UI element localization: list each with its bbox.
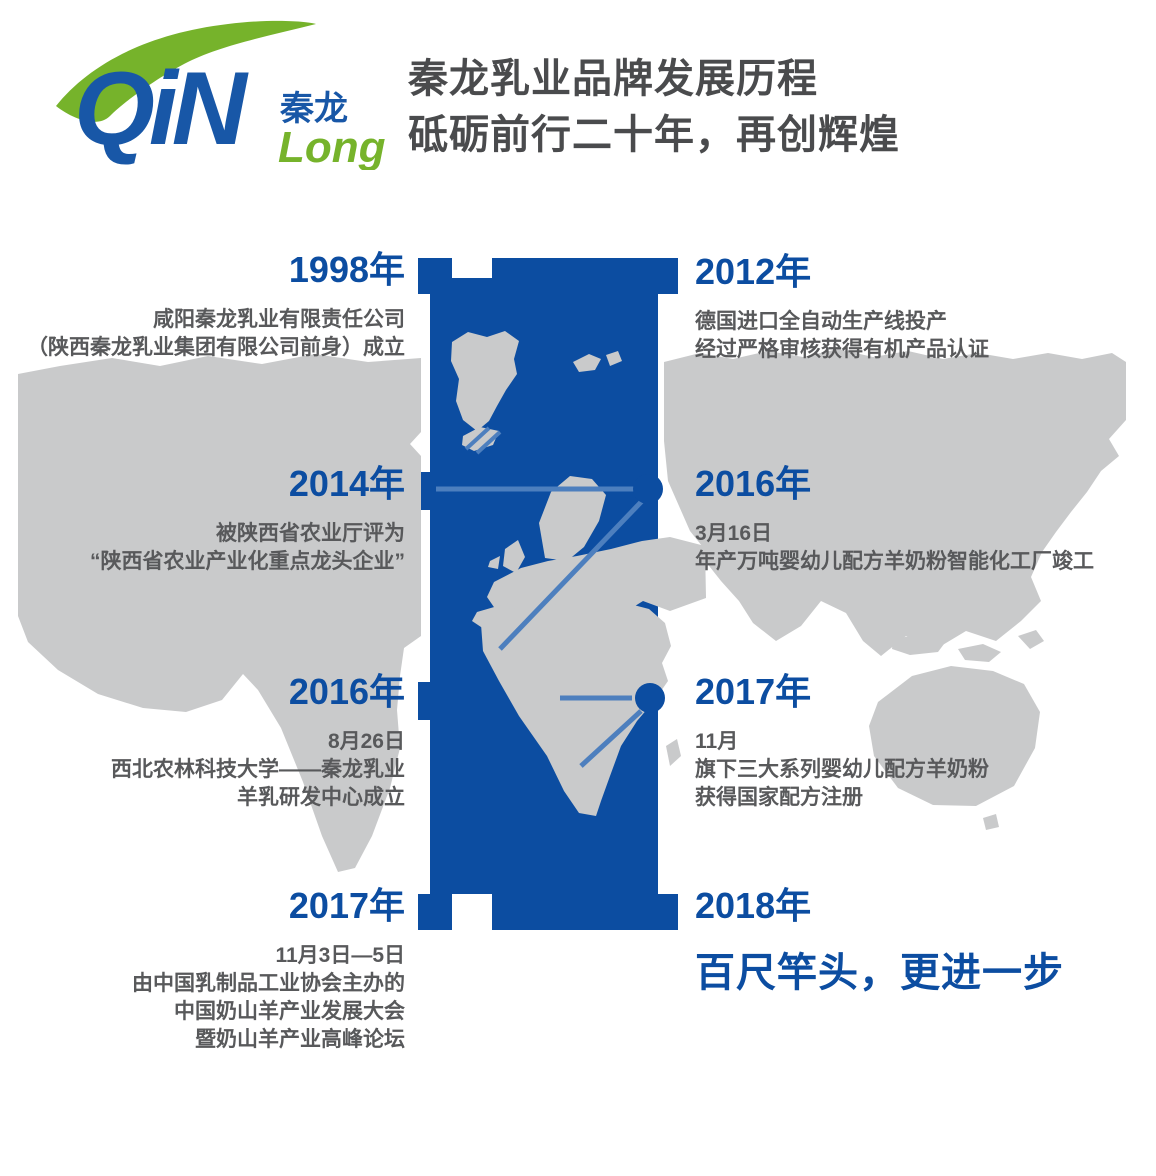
timeline-item-2017-right: 2017年 11月 旗下三大系列婴幼儿配方羊奶粉 获得国家配方注册 xyxy=(695,672,989,812)
desc-line: 羊乳研发中心成立 xyxy=(237,786,405,809)
timeline-desc: 被陕西省农业厅评为 “陕西省农业产业化重点龙头企业” xyxy=(90,520,405,576)
logo-cn-text: 秦龙 xyxy=(279,90,348,128)
desc-line: 西北农林科技大学——秦龙乳业 xyxy=(111,758,405,781)
decor-slash xyxy=(475,430,502,455)
timeline-desc: 3月16日 年产万吨婴幼儿配方羊奶粉智能化工厂竣工 xyxy=(695,520,1094,576)
desc-line: 咸阳秦龙乳业有限责任公司 xyxy=(153,308,405,331)
connector-line xyxy=(579,709,643,768)
japan-shape xyxy=(1034,529,1051,546)
timeline-item-2016-left: 2016年 8月26日 西北农林科技大学——秦龙乳业 羊乳研发中心成立 xyxy=(111,672,405,812)
timeline-year: 1998年 xyxy=(288,249,405,290)
ireland-shape xyxy=(488,556,500,569)
timeline-year: 2016年 xyxy=(288,671,405,712)
asia-shape xyxy=(664,349,1126,656)
map-node-icon xyxy=(633,474,663,504)
desc-line: 获得国家配方注册 xyxy=(695,786,863,809)
continents xyxy=(18,331,1126,872)
timeline-item-2012: 2012年 德国进口全自动生产线投产 经过严格审核获得有机产品认证 xyxy=(695,252,989,364)
greenland-shape xyxy=(451,331,519,431)
timeline-year: 2014年 xyxy=(288,463,405,504)
timeline-year: 2018年 xyxy=(695,885,812,926)
madagascar-shape xyxy=(666,739,681,766)
desc-line: 11月 xyxy=(695,730,739,753)
desc-line: 中国奶山羊产业发展大会 xyxy=(174,1000,405,1023)
desc-line: 暨奶山羊产业高峰论坛 xyxy=(195,1028,405,1051)
title-line-1: 秦龙乳业品牌发展历程 xyxy=(408,57,818,101)
timeline-desc: 咸阳秦龙乳业有限责任公司 （陕西秦龙乳业集团有限公司前身）成立 xyxy=(27,306,405,362)
timeline-item-2016-right: 2016年 3月16日 年产万吨婴幼儿配方羊奶粉智能化工厂竣工 xyxy=(695,464,1094,576)
timeline-desc: 11月 旗下三大系列婴幼儿配方羊奶粉 获得国家配方注册 xyxy=(695,728,989,812)
connector-line xyxy=(498,498,645,651)
seasia-shape xyxy=(958,644,1001,662)
connector-lines xyxy=(436,426,645,768)
timeline-item-2017-left: 2017年 11月3日—5日 由中国乳制品工业协会主办的 中国奶山羊产业发展大会… xyxy=(132,886,405,1054)
timeline-year: 2017年 xyxy=(695,671,812,712)
timeline-highlight-text: 百尺竿头，更进一步 xyxy=(695,951,1064,995)
desc-line: 旗下三大系列婴幼儿配方羊奶粉 xyxy=(695,758,989,781)
company-logo: QiN 秦龙 Long xyxy=(56,20,386,170)
timeline-item-2018: 2018年 百尺竿头，更进一步 xyxy=(695,886,1064,998)
decor-slash xyxy=(464,426,491,451)
timeline-item-1998: 1998年 咸阳秦龙乳业有限责任公司 （陕西秦龙乳业集团有限公司前身）成立 xyxy=(27,250,405,362)
logo-en-text: Long xyxy=(278,123,386,170)
americas-shape xyxy=(18,354,421,872)
japan-shape xyxy=(1047,465,1088,521)
svalbard-shape xyxy=(606,351,622,366)
africa-shape xyxy=(481,599,671,816)
seasia-shape xyxy=(1018,630,1044,649)
desc-line: 8月26日 xyxy=(327,730,405,753)
desc-line: （陕西秦龙乳业集团有限公司前身）成立 xyxy=(27,336,405,359)
desc-line: 经过严格审核获得有机产品认证 xyxy=(695,338,989,361)
timeline-year: 2016年 xyxy=(695,463,812,504)
page-title: 秦龙乳业品牌发展历程 砥砺前行二十年，再创辉煌 xyxy=(408,56,900,158)
scandinavia-shape xyxy=(539,476,606,561)
seasia-shape xyxy=(892,633,947,655)
timeline-desc: 11月3日—5日 由中国乳制品工业协会主办的 中国奶山羊产业发展大会 暨奶山羊产… xyxy=(132,942,405,1054)
timeline-year: 2012年 xyxy=(695,251,812,292)
desc-line: 德国进口全自动生产线投产 xyxy=(695,310,947,333)
desc-line: 由中国乳制品工业协会主办的 xyxy=(132,972,405,995)
svalbard-shape xyxy=(573,354,601,372)
timeline-year: 2017年 xyxy=(288,885,405,926)
map-node-icon xyxy=(635,683,665,713)
logo-main-text: QiN xyxy=(74,51,249,167)
timeline-desc: 德国进口全自动生产线投产 经过严格审核获得有机产品认证 xyxy=(695,308,989,364)
australia-shape xyxy=(869,666,1040,806)
timeline-desc: 8月26日 西北农林科技大学——秦龙乳业 羊乳研发中心成立 xyxy=(111,728,405,812)
logo-leaf-icon xyxy=(56,20,316,122)
desc-line: “陕西省农业产业化重点龙头企业” xyxy=(90,550,405,573)
desc-line: 11月3日—5日 xyxy=(275,944,405,967)
timeline-item-2014: 2014年 被陕西省农业厅评为 “陕西省农业产业化重点龙头企业” xyxy=(90,464,405,576)
tasmania-shape xyxy=(983,814,999,830)
desc-line: 被陕西省农业厅评为 xyxy=(216,522,405,545)
desc-line: 年产万吨婴幼儿配方羊奶粉智能化工厂竣工 xyxy=(695,550,1094,573)
title-line-2: 砥砺前行二十年，再创辉煌 xyxy=(408,113,900,157)
desc-line: 3月16日 xyxy=(695,522,773,545)
uk-shape xyxy=(503,540,525,573)
